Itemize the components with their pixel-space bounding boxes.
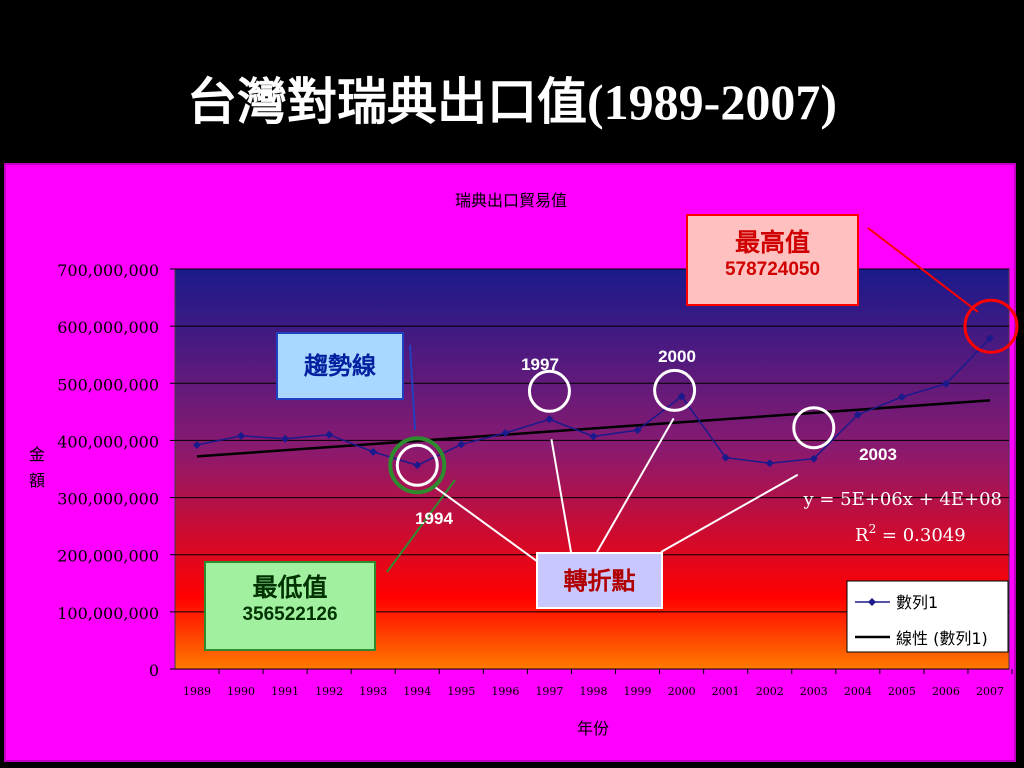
legend — [846, 580, 1009, 653]
x-tick-label: 1991 — [271, 685, 299, 698]
max-value-label: 最高值 — [734, 228, 810, 257]
data-point — [721, 453, 730, 462]
y-tick-label: 700,000,000 — [57, 261, 159, 280]
y-tick-label: 0 — [149, 661, 159, 680]
data-point — [941, 379, 950, 388]
data-point — [853, 410, 862, 419]
turning-circle — [395, 443, 439, 487]
year-annotation: 2000 — [658, 347, 696, 366]
x-tick-label: 1994 — [403, 685, 431, 698]
data-point — [193, 441, 201, 449]
y-axis-label: 金 — [29, 445, 45, 464]
data-point — [633, 426, 642, 435]
y-tick-label: 200,000,000 — [57, 547, 159, 566]
turning-connector — [660, 473, 799, 553]
x-tick-label: 1997 — [535, 685, 563, 698]
data-point — [501, 429, 510, 437]
x-tick-label: 1989 — [183, 685, 211, 698]
min-value-label: 最低值 — [252, 573, 328, 602]
data-point — [237, 431, 246, 440]
data-point — [545, 415, 554, 424]
min-connector — [386, 479, 456, 573]
data-point — [897, 393, 906, 401]
data-point — [457, 440, 466, 449]
max-value-callout: 最高值 578724050 — [686, 214, 859, 306]
y-tick-label: 400,000,000 — [57, 432, 159, 451]
x-tick-label: 1995 — [447, 685, 475, 698]
data-point — [589, 432, 598, 441]
turning-point-label: 轉折點 — [563, 567, 636, 595]
legend-series-label: 數列1 — [896, 593, 938, 612]
x-tick-label: 2000 — [668, 685, 696, 698]
data-point — [369, 447, 378, 456]
trend-line-callout: 趨勢線 — [276, 332, 404, 400]
min-circle — [388, 436, 447, 495]
regression-equation: y = 5E+06x + 4E+08 — [802, 489, 1002, 510]
y-tick-label: 300,000,000 — [57, 490, 159, 509]
max-value-number: 578724050 — [724, 259, 821, 280]
y-tick-label: 600,000,000 — [57, 318, 159, 337]
year-annotation: 1994 — [415, 509, 453, 528]
turning-connector — [596, 417, 675, 553]
x-tick-label: 2005 — [888, 685, 916, 698]
chart-title: 瑞典出口貿易值 — [455, 191, 567, 210]
turning-connector — [550, 439, 572, 553]
turning-circle — [527, 369, 571, 413]
y-tick-label: 500,000,000 — [57, 375, 159, 394]
data-point — [986, 334, 994, 343]
x-tick-label: 1992 — [315, 685, 343, 698]
trend-connector — [409, 344, 416, 431]
y-tick-label: 100,000,000 — [57, 604, 159, 623]
x-tick-label: 1993 — [359, 685, 387, 698]
legend-trend-label: 線性 (數列1) — [896, 629, 988, 648]
x-tick-label: 1998 — [580, 685, 608, 698]
year-annotation: 1997 — [521, 355, 559, 374]
y-axis-label: 額 — [29, 471, 45, 490]
slide-title: 台灣對瑞典出口值(1989-2007) — [187, 74, 837, 130]
x-tick-label: 2004 — [844, 685, 872, 698]
x-tick-label: 1996 — [491, 685, 519, 698]
legend-series-marker — [868, 598, 876, 606]
x-tick-label: 2002 — [756, 685, 784, 698]
x-tick-label: 2001 — [712, 685, 740, 698]
r-squared: R2 = 0.3049 — [855, 522, 966, 546]
year-annotation: 2003 — [859, 445, 897, 464]
x-axis-label: 年份 — [577, 719, 609, 738]
turning-point-callout: 轉折點 — [536, 552, 663, 609]
data-point — [809, 454, 818, 463]
turning-circle — [792, 406, 836, 450]
trend-line-label: 趨勢線 — [304, 352, 376, 380]
data-point — [413, 461, 422, 470]
data-point — [677, 392, 686, 401]
data-point — [281, 434, 290, 443]
data-point — [325, 430, 334, 439]
x-tick-label: 2007 — [976, 685, 1004, 698]
x-tick-label: 1999 — [624, 685, 652, 698]
max-connector — [867, 227, 979, 313]
turning-connector — [434, 486, 557, 576]
x-tick-label: 2003 — [800, 685, 828, 698]
max-circle — [963, 298, 1019, 354]
x-tick-label: 2006 — [932, 685, 960, 698]
x-tick-label: 1990 — [227, 685, 255, 698]
min-value-number: 356522126 — [242, 604, 338, 625]
data-point — [765, 459, 774, 468]
min-value-callout: 最低值 356522126 — [204, 561, 376, 651]
trend-line — [196, 399, 991, 458]
turning-circle — [653, 368, 697, 412]
